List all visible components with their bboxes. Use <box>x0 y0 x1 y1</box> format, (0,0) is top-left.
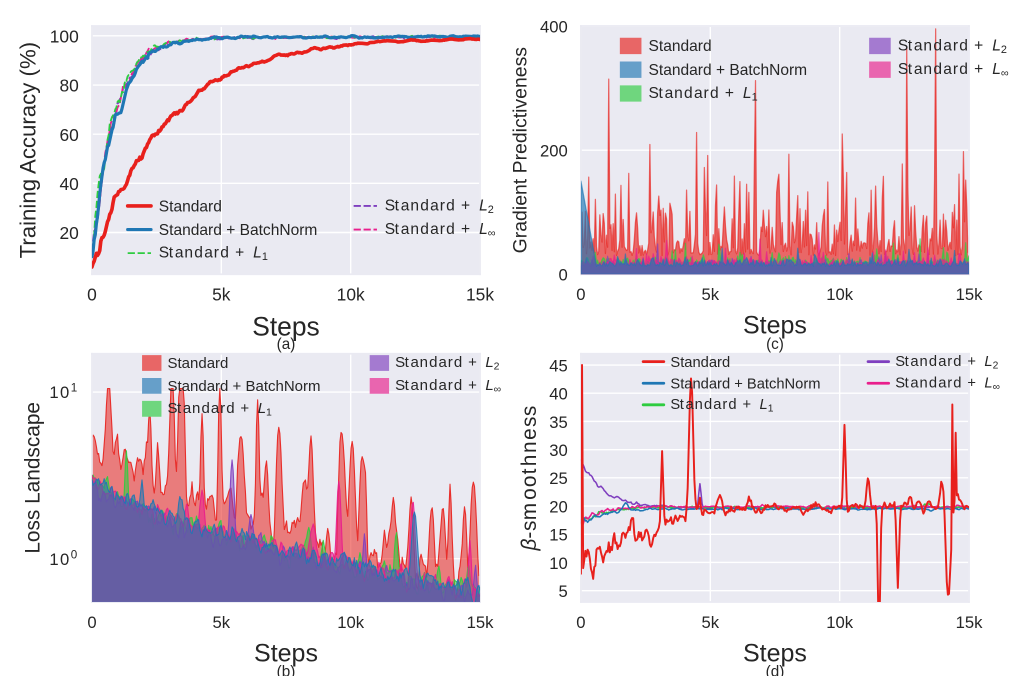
svg-text:Loss Landscape: Loss Landscape <box>22 402 45 554</box>
svg-text:5k: 5k <box>701 285 719 304</box>
svg-text:0: 0 <box>576 285 585 304</box>
svg-text:25: 25 <box>549 469 568 488</box>
svg-text:0: 0 <box>576 613 585 632</box>
svg-text:5k: 5k <box>701 613 719 632</box>
svg-text:35: 35 <box>549 413 568 432</box>
svg-text:(d): (d) <box>766 663 785 676</box>
svg-text:80: 80 <box>59 76 78 96</box>
svg-text:40: 40 <box>549 385 568 404</box>
svg-text:S t a n: S t a n d a r d + L ∞ <box>395 370 501 395</box>
svg-text:15k: 15k <box>956 285 984 304</box>
svg-text:S t a n: S t a n d a r d + L 1 <box>670 389 774 414</box>
svg-text:0: 0 <box>87 285 97 305</box>
svg-text:(c): (c) <box>766 336 784 353</box>
svg-text:5k: 5k <box>212 285 231 305</box>
svg-text:Gradient Predictiveness: Gradient Predictiveness <box>509 47 531 254</box>
svg-text:10k: 10k <box>337 285 365 305</box>
svg-text:20: 20 <box>549 497 568 516</box>
svg-text:S t a n: S t a n d a r d + L ∞ <box>895 367 1000 392</box>
svg-text:Standard + BatchNorm: Standard + BatchNorm <box>159 222 318 239</box>
svg-text:30: 30 <box>549 441 568 460</box>
svg-text:Standard: Standard <box>670 355 730 371</box>
svg-text:S t a n: S t a n d a r d + L ∞ <box>898 54 1009 79</box>
svg-text:200: 200 <box>540 141 568 160</box>
svg-text:10k: 10k <box>826 285 854 304</box>
svg-text:45: 45 <box>549 356 568 375</box>
svg-text:Standard: Standard <box>168 355 229 372</box>
svg-text:10k: 10k <box>826 613 854 632</box>
svg-text:15k: 15k <box>467 613 495 632</box>
svg-text:S t a n: S t a n d a r d + L 1 <box>168 393 273 418</box>
svg-text:15k: 15k <box>956 613 984 632</box>
svg-text:S t a n: S t a n d a r d + L 2 <box>385 190 494 215</box>
svg-text:β - s m: β - s m o o t h n e s s <box>516 406 541 552</box>
svg-text:15: 15 <box>549 526 568 545</box>
svg-text:10k: 10k <box>337 613 365 632</box>
svg-text:Standard + BatchNorm: Standard + BatchNorm <box>649 62 808 79</box>
svg-text:Standard: Standard <box>159 198 222 215</box>
svg-text:100: 100 <box>50 26 79 46</box>
svg-text:Training Accuracy (%): Training Accuracy (%) <box>15 42 40 259</box>
svg-text:S t a n: S t a n d a r d + L 2 <box>898 30 1007 55</box>
svg-text:S t a n: S t a n d a r d + L 1 <box>159 238 268 263</box>
svg-text:10: 10 <box>549 554 568 573</box>
svg-text:20: 20 <box>59 223 78 243</box>
svg-text:40: 40 <box>59 174 78 194</box>
svg-text:15k: 15k <box>466 285 494 305</box>
svg-text:0: 0 <box>87 613 96 632</box>
svg-text:0: 0 <box>558 266 567 285</box>
svg-text:(a): (a) <box>277 336 296 353</box>
svg-text:Standard: Standard <box>649 38 712 55</box>
svg-text:S t a n: S t a n d a r d + L 1 <box>649 78 758 103</box>
svg-text:5: 5 <box>558 582 567 601</box>
svg-text:S t a n: S t a n d a r d + L 2 <box>395 347 500 372</box>
svg-text:S t a n: S t a n d a r d + L ∞ <box>385 214 496 239</box>
svg-text:400: 400 <box>540 17 568 36</box>
svg-text:(b): (b) <box>277 663 296 676</box>
svg-text:5k: 5k <box>213 613 231 632</box>
svg-text:60: 60 <box>59 125 78 145</box>
